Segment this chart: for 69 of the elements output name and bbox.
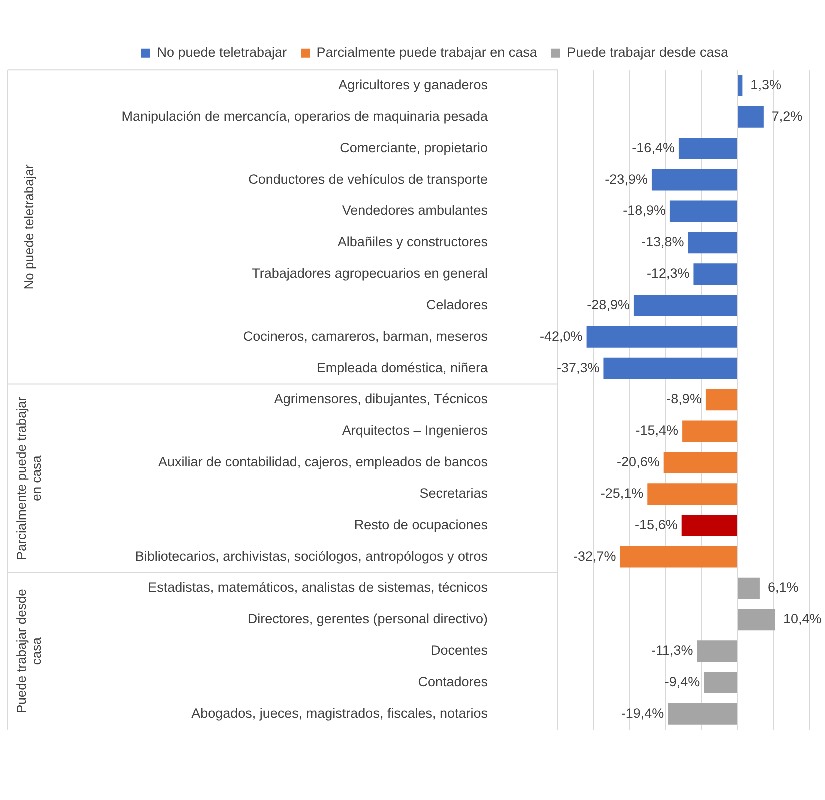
data-label: 10,4%: [783, 612, 822, 627]
bar: [634, 295, 738, 316]
y-tick-label: Albañiles y constructores: [338, 234, 488, 250]
bar: [652, 169, 738, 191]
y-tick-label: Celadores: [426, 297, 488, 312]
legend-label: Parcialmente puede trabajar en casa: [316, 45, 538, 60]
data-label: -15,4%: [636, 423, 679, 438]
bar: [688, 232, 738, 254]
data-label: 7,2%: [772, 108, 803, 124]
y-tick-label: Cocineros, camareros, barman, meseros: [243, 328, 488, 344]
legend-label: Puede trabajar desde casa: [567, 45, 730, 60]
bar: [668, 704, 738, 725]
y-tick-label: Contadores: [418, 674, 488, 690]
y-tick-label: Secretarias: [420, 486, 488, 501]
bar: [586, 326, 738, 348]
data-label: -18,9%: [623, 203, 666, 218]
y-tick-label: Comerciante, propietario: [340, 140, 488, 156]
bar: [648, 484, 738, 505]
data-label: -28,9%: [587, 297, 630, 312]
legend-label: No puede teletrabajar: [157, 45, 288, 60]
y-tick-label: Agricultores y ganaderos: [338, 78, 488, 93]
data-label: -13,8%: [642, 234, 684, 250]
y-tick-label: Bibliotecarios, archivistas, sociólogos, antropólogos y otros: [135, 548, 488, 564]
bar: [664, 452, 738, 474]
bar: [620, 546, 738, 568]
y-tick-label: Agrimensores, dibujantes, Técnicos: [274, 392, 488, 407]
y-tick-label: Arquitectos – Ingenieros: [342, 423, 488, 438]
text: Puede trabajar desde casa: [14, 589, 44, 714]
y-tick-label: Manipulación de mercancía, operarios de maquinaria pesada: [122, 108, 488, 124]
data-label: -16,4%: [632, 140, 675, 156]
text: No puede teletrabajar: [22, 164, 37, 290]
data-label: -11,3%: [652, 643, 694, 658]
data-label: -42,0%: [540, 328, 583, 344]
data-label: 6,1%: [768, 580, 799, 596]
y-tick-label: Directores, gerentes (personal directivo): [248, 612, 488, 627]
bar: [706, 389, 738, 411]
y-tick-label: Resto de ocupaciones: [354, 517, 488, 532]
y-tick-label: Vendedores ambulantes: [342, 203, 488, 218]
y-tick-label: Estadistas, matemáticos, analistas de sistemas, técnicos: [148, 580, 488, 596]
bar: [738, 75, 743, 96]
data-label: -37,3%: [556, 360, 600, 376]
y-tick-label: Empleada doméstica, niñera: [316, 360, 488, 376]
y-tick-label: Abogados, jueces, magistrados, fiscales, notarios: [192, 706, 488, 721]
data-label: -12,3%: [646, 266, 690, 282]
y-tick-label: Trabajadores agropecuarios en general: [252, 266, 488, 282]
data-label: -23,9%: [605, 172, 648, 187]
bar: [738, 609, 776, 631]
bar: [604, 358, 738, 380]
data-label: 1,3%: [750, 78, 782, 93]
data-label: -19,4%: [621, 706, 664, 721]
data-label: -8,9%: [666, 392, 702, 407]
y-tick-label: Docentes: [430, 643, 488, 658]
bar: [670, 200, 738, 222]
bar: [697, 640, 738, 662]
bar: [678, 138, 738, 160]
text: Parcialmente puede trabajar en casa: [14, 396, 44, 560]
bar: [682, 420, 738, 442]
data-label: -20,6%: [617, 454, 660, 470]
data-label: -9,4%: [664, 674, 700, 690]
bar: [682, 514, 738, 536]
bar: [694, 264, 738, 286]
y-tick-label: Auxiliar de contabilidad, cajeros, empleados de bancos: [158, 454, 488, 470]
data-label: -32,7%: [574, 548, 616, 564]
y-tick-label: Conductores de vehículos de transporte: [248, 172, 488, 187]
bar: [704, 672, 738, 694]
data-label: -15,6%: [635, 517, 678, 532]
data-label: -25,1%: [600, 486, 644, 501]
bar: [738, 106, 764, 128]
bar: [738, 578, 760, 600]
